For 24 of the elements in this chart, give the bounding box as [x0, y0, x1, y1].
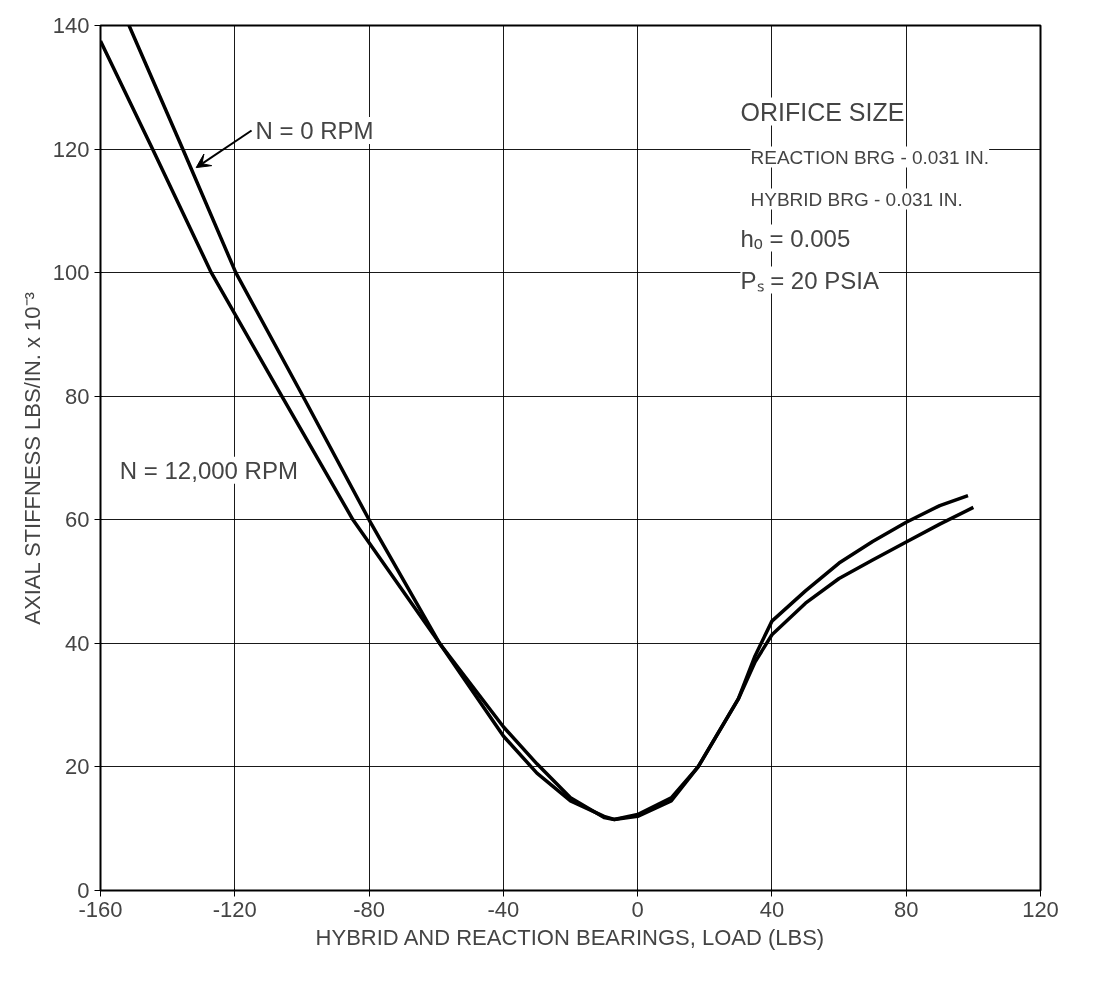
x-tick-label: -40	[487, 896, 520, 922]
y-tick-label: 100	[52, 260, 90, 286]
annotation: hₒ = 0.005	[740, 224, 851, 252]
y-tick-label: 140	[52, 13, 90, 38]
annotation: REACTION BRG - 0.031 IN.	[750, 146, 990, 168]
y-tick-label: 60	[65, 507, 90, 533]
y-tick-label: 80	[65, 383, 90, 409]
x-tick-label: 120	[1022, 896, 1059, 922]
x-tick-label: 0	[631, 896, 644, 922]
text: N = 0 RPM	[255, 117, 374, 145]
x-tick-label: -80	[353, 896, 385, 922]
x-axis-title: HYBRID AND REACTION BEARINGS, LOAD (LBS)	[315, 924, 825, 950]
y-tick-label: 20	[65, 754, 90, 780]
y-tick-label: 40	[65, 630, 90, 656]
x-tick-label: 80	[893, 896, 919, 922]
y-axis-title: AXIAL STIFFNESS LBS/IN. x 10⁻³	[19, 292, 45, 625]
x-tick-label: -120	[212, 896, 257, 922]
series-label: N = 12,000 RPM	[119, 456, 298, 484]
annotation: HYBRID BRG - 0.031 IN.	[750, 188, 963, 210]
y-tick-label: 0	[77, 878, 90, 903]
x-tick-label: 40	[759, 896, 785, 922]
annotation: ORIFICE SIZE	[740, 97, 905, 126]
annotation: Pₛ = 20 PSIA	[740, 266, 879, 294]
y-tick-label: 120	[52, 136, 90, 162]
